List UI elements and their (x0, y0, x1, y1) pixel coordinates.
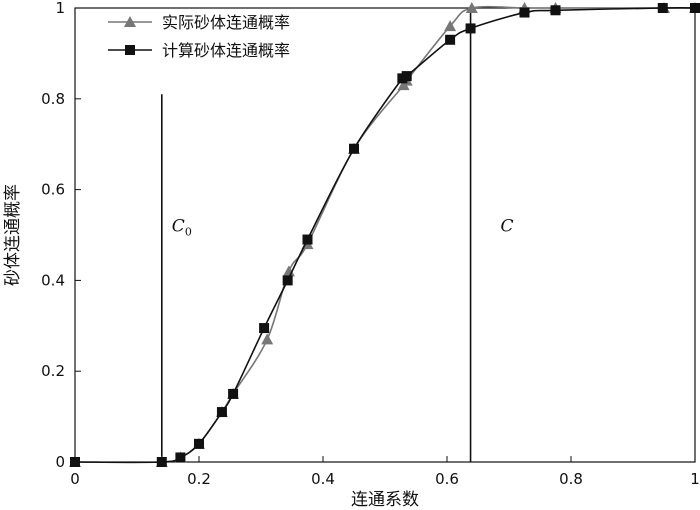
legend-marker-actual (124, 16, 136, 27)
data-point-computed (175, 452, 186, 463)
legend-entry-computed: 计算砂体连通概率 (108, 41, 290, 60)
reference-line-label: C0 (172, 216, 192, 238)
data-point-actual (261, 333, 274, 345)
series-line-1 (74, 7, 696, 464)
series-layer (69, 2, 700, 467)
x-tick-label: 0.4 (311, 470, 335, 488)
y-tick-label: 0.8 (41, 90, 65, 108)
data-point-computed (550, 5, 561, 16)
reference-lines: C0 C (161, 8, 514, 462)
data-point-computed (519, 7, 530, 18)
data-point-actual (282, 265, 295, 277)
legend: 实际砂体连通概率 计算砂体连通概率 (108, 13, 290, 60)
data-point-computed (194, 438, 204, 449)
y-axis-title: 砂体连通概率 (3, 184, 23, 286)
data-point-computed (259, 323, 270, 334)
x-tick-label: 0 (70, 470, 80, 488)
y-tick-label: 0.6 (41, 181, 65, 199)
data-point-computed (657, 3, 668, 13)
data-point-computed (282, 275, 293, 286)
y-tick-label: 0 (55, 453, 65, 471)
axis-ticks: 0 0.2 0.4 0.6 0.8 1 0 0.2 0.4 0.6 0.8 1 (41, 0, 700, 488)
data-point-computed (156, 457, 167, 467)
legend-marker-computed (125, 45, 135, 55)
data-point-actual (444, 20, 457, 32)
y-tick-label: 0.4 (41, 271, 65, 289)
data-point-computed (302, 234, 313, 245)
legend-label-computed: 计算砂体连通概率 (162, 41, 290, 60)
y-tick-label: 0.2 (41, 362, 65, 380)
series-line-0 (74, 5, 695, 464)
x-axis-title: 连通系数 (351, 490, 419, 510)
data-point-computed (445, 34, 456, 45)
plot-frame (74, 7, 696, 463)
x-tick-label: 0.6 (435, 470, 459, 488)
data-point-computed (216, 407, 227, 418)
data-point-computed (401, 71, 412, 82)
y-tick-label: 1 (55, 0, 65, 17)
data-point-computed (349, 143, 359, 154)
legend-entry-actual: 实际砂体连通概率 (108, 13, 290, 32)
x-tick-label: 0.2 (187, 470, 211, 488)
x-tick-label: 1 (690, 470, 700, 488)
data-point-actual (465, 2, 478, 13)
x-tick-label: 0.8 (559, 470, 583, 488)
legend-label-actual: 实际砂体连通概率 (162, 13, 290, 32)
data-point-computed (465, 23, 476, 34)
plot-border (74, 7, 696, 463)
data-point-computed (690, 3, 700, 13)
reference-line-label: C (501, 216, 514, 236)
data-point-computed (228, 388, 239, 399)
